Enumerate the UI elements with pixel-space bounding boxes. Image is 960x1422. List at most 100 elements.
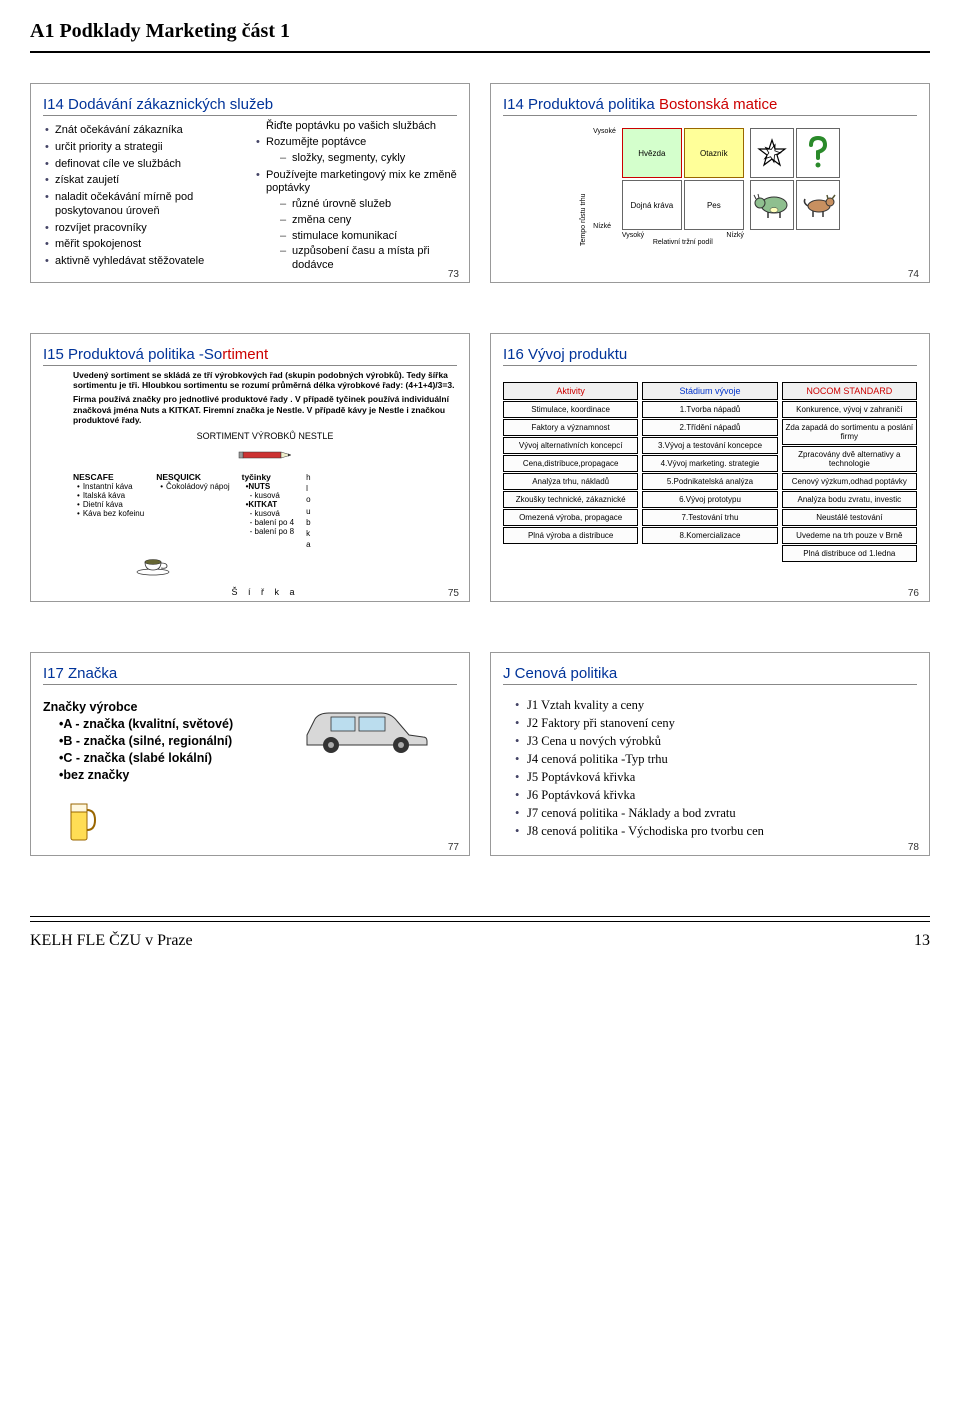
slide-76-title: I16 Vývoj produktu bbox=[503, 346, 917, 366]
dev-cell: 1.Tvorba nápadů bbox=[642, 401, 777, 418]
bcg-icons bbox=[750, 128, 840, 246]
dev-cell: 7.Testování trhu bbox=[642, 509, 777, 526]
slide-75-title-red: rtiment bbox=[222, 346, 268, 363]
footer-left: KELH FLE ČZU v Praze bbox=[30, 932, 193, 950]
slide-73-right-col: Řiďte poptávku po vašich službách Rozumě… bbox=[254, 120, 457, 277]
list-item: - kusová bbox=[242, 491, 294, 500]
slide-77: I17 Značka Značky výrobce •A - značka (k… bbox=[30, 652, 470, 856]
dev-cell: 8.Komercializace bbox=[642, 527, 777, 544]
list-item: definovat cíle ve službách bbox=[43, 158, 246, 172]
slide-77-title-text: I17 Značka bbox=[43, 665, 117, 682]
title-rule bbox=[30, 51, 930, 53]
dev-cell: Neustálé testování bbox=[782, 509, 917, 526]
col1-head: NESCAFE bbox=[73, 472, 144, 482]
list-item: J2 Faktory při stanovení ceny bbox=[515, 716, 917, 731]
dev-column: NOCOM STANDARDKonkurence, vývoj v zahran… bbox=[782, 382, 917, 562]
list-item: J1 Vztah kvality a ceny bbox=[515, 698, 917, 713]
bcg-icon-dog bbox=[796, 180, 840, 230]
sortiment-col-3: tyčinky •NUTS- kusová•KITKAT- kusová- ba… bbox=[242, 472, 294, 536]
slide-row-2: I15 Produktová politika -Sortiment Uvede… bbox=[30, 333, 930, 602]
list-item: složky, segmenty, cykly bbox=[280, 152, 457, 166]
list-item: Instantní káva bbox=[73, 482, 144, 491]
list-item: Čokoládový nápoj bbox=[156, 482, 229, 491]
slide-75-p1: Uvedený sortiment se skládá ze tří výrob… bbox=[73, 370, 457, 390]
list-item: - balení po 4 bbox=[242, 518, 294, 527]
list-item: určit priority a strategii bbox=[43, 141, 246, 155]
slide-78-title-text: J Cenová politika bbox=[503, 665, 617, 682]
bcg-grid: Hvězda Otazník Dojná kráva Pes bbox=[622, 128, 744, 230]
list-item: •bez značky bbox=[59, 767, 275, 784]
bcg-y-labels: Vysoké Nízké bbox=[593, 128, 616, 230]
list-item: J8 cenová politika - Východiska pro tvor… bbox=[515, 824, 917, 839]
dev-cell: 5.Podnikatelská analýza bbox=[642, 473, 777, 490]
slide-77-title: I17 Značka bbox=[43, 665, 457, 685]
slide-77-number: 77 bbox=[448, 842, 459, 853]
brand-head: Značky výrobce bbox=[43, 699, 275, 716]
brand-list: Značky výrobce •A - značka (kvalitní, sv… bbox=[43, 699, 275, 783]
dev-column: Stádium vývoje1.Tvorba nápadů2.Třídění n… bbox=[642, 382, 777, 562]
dev-cell: Zpracovány dvě alternativy a technologie bbox=[782, 446, 917, 472]
bcg-cell-star: Hvězda bbox=[622, 128, 682, 178]
col3-head: tyčinky bbox=[242, 472, 294, 482]
dev-cell: Zda zapadá do sortimentu a poslání firmy bbox=[782, 419, 917, 445]
list-item: •C - značka (slabé lokální) bbox=[59, 750, 275, 767]
list-item: •KITKAT bbox=[242, 500, 294, 509]
star-icon bbox=[757, 138, 787, 168]
dev-header: NOCOM STANDARD bbox=[782, 382, 917, 400]
dog-icon bbox=[799, 191, 837, 219]
slide-73-number: 73 bbox=[448, 269, 459, 280]
slide-75-number: 75 bbox=[448, 588, 459, 599]
list-item: - kusová bbox=[242, 509, 294, 518]
sortiment-col-2: NESQUICK Čokoládový nápoj bbox=[156, 472, 229, 491]
car-icon bbox=[295, 699, 435, 783]
list-item: - balení po 8 bbox=[242, 527, 294, 536]
list-item: různé úrovně služeb bbox=[280, 198, 457, 212]
list-item: •NUTS bbox=[242, 482, 294, 491]
footer-page-number: 13 bbox=[914, 932, 930, 950]
dev-header: Stádium vývoje bbox=[642, 382, 777, 400]
dev-cell: Faktory a významnost bbox=[503, 419, 638, 436]
dev-cell: Plná distribuce od 1.ledna bbox=[782, 545, 917, 562]
slide-74: I14 Produktová politika Bostonská matice… bbox=[490, 83, 930, 283]
bcg-icon-question bbox=[796, 128, 840, 178]
slide-74-number: 74 bbox=[908, 269, 919, 280]
cow-icon bbox=[752, 191, 792, 219]
bcg-cell-cow: Dojná kráva bbox=[622, 180, 682, 230]
list-item: rozvíjet pracovníky bbox=[43, 222, 246, 236]
dev-cell: Cenový výzkum,odhad poptávky bbox=[782, 473, 917, 490]
slide-78-number: 78 bbox=[908, 842, 919, 853]
list-item: Italská káva bbox=[73, 491, 144, 500]
dev-cell: 3.Vývoj a testování koncepce bbox=[642, 437, 777, 454]
slide-73-body: Znát očekávání zákazníka určit priority a… bbox=[43, 120, 457, 277]
bcg-axis-x-label: Relativní tržní podíl bbox=[622, 239, 744, 246]
slide-73-title-text: I14 Dodávání zákaznických služeb bbox=[43, 96, 273, 113]
slide-75: I15 Produktová politika -Sortiment Uvede… bbox=[30, 333, 470, 602]
list-item: Znát očekávání zákazníka bbox=[43, 124, 246, 138]
slide-74-title-blue: I14 Produktová politika bbox=[503, 96, 659, 113]
list-item: Káva bez kofeinu bbox=[73, 509, 144, 518]
dev-cell: Plná výroba a distribuce bbox=[503, 527, 638, 544]
col2-head: NESQUICK bbox=[156, 472, 229, 482]
dev-cell: Omezená výroba, propagace bbox=[503, 509, 638, 526]
list-item: J7 cenová politika - Náklady a bod zvrat… bbox=[515, 806, 917, 821]
dev-cell: Analýza bodu zvratu, investic bbox=[782, 491, 917, 508]
slide-76: I16 Vývoj produktu AktivityStimulace, ko… bbox=[490, 333, 930, 602]
slide-74-title-red: Bostonská matice bbox=[659, 96, 777, 113]
list-item: stimulace komunikací bbox=[280, 230, 457, 244]
slide-row-3: I17 Značka Značky výrobce •A - značka (k… bbox=[30, 652, 930, 856]
slide-78: J Cenová politika J1 Vztah kvality a cen… bbox=[490, 652, 930, 856]
list-item: J6 Poptávková křivka bbox=[515, 788, 917, 803]
pencil-icon bbox=[73, 447, 457, 468]
list-item: získat zaujetí bbox=[43, 174, 246, 188]
bcg-icon-cow bbox=[750, 180, 794, 230]
slide-75-title: I15 Produktová politika -Sortiment bbox=[43, 346, 457, 366]
sirka-label: Š í ř k a bbox=[73, 587, 457, 597]
bcg-left-block: Hvězda Otazník Dojná kráva Pes Vysoký Ní… bbox=[622, 128, 744, 246]
footer-rule bbox=[30, 916, 930, 922]
list-item: •B - značka (silné, regionální) bbox=[59, 733, 275, 750]
dev-cell: 4.Vývoj marketing. strategie bbox=[642, 455, 777, 472]
sortiment-columns: NESCAFE Instantní kávaItalská kávaDietní… bbox=[73, 472, 457, 550]
dev-cell: Cena,distribuce,propagace bbox=[503, 455, 638, 472]
list-item: uzpůsobení času a místa při dodávce bbox=[280, 245, 457, 273]
dev-cell: Konkurence, vývoj v zahraničí bbox=[782, 401, 917, 418]
